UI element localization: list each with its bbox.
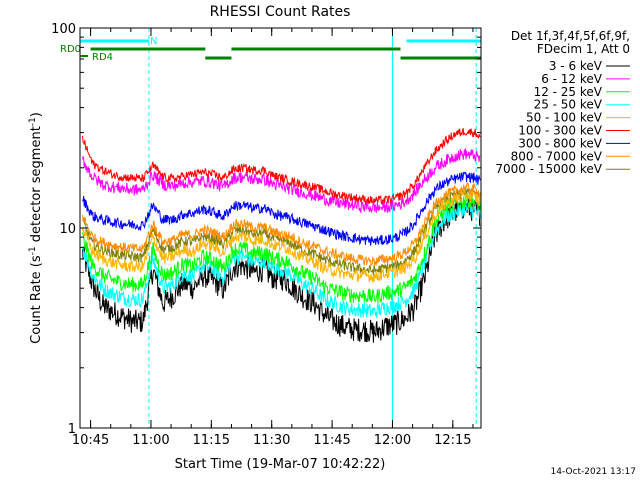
y-axis-label: Count Rate (s-1 detector segment-1) [28, 112, 44, 344]
x-tick-label-6: 12:15 [434, 433, 471, 448]
legend-header-line-1: Det 1f,3f,4f,5f,6f,9f, [511, 29, 630, 43]
legend: Det 1f,3f,4f,5f,6f,9f, FDecim 1, Att 0 3… [495, 29, 630, 176]
legend-entry-label-5: 100 - 300 keV [518, 124, 602, 138]
series-line-5 [82, 128, 481, 206]
legend-entry-label-6: 300 - 800 keV [518, 136, 602, 150]
series-lines [82, 128, 481, 343]
legend-entry-label-3: 25 - 50 keV [534, 98, 603, 112]
series-line-6 [82, 171, 481, 246]
x-tick-label-5: 12:00 [374, 433, 411, 448]
series-line-7 [82, 180, 481, 266]
x-tick-label-3: 11:30 [253, 433, 290, 448]
y-tick-label-0: 1 [68, 422, 76, 437]
flag-label-rd4: RD4 [92, 52, 113, 63]
series-line-4 [82, 188, 481, 283]
series-line-2 [82, 192, 481, 304]
y-tick-label-2: 100 [51, 22, 76, 37]
flag-label-n: N [150, 36, 157, 47]
x-axis-label: Start Time (19-Mar-07 10:42:22) [175, 457, 386, 472]
x-tick-label-4: 11:45 [313, 433, 350, 448]
x-axis-ticks: 10:45 11:00 11:15 11:30 11:45 12:00 12:15 [72, 28, 474, 448]
legend-entry-label-8: 7000 - 15000 keV [495, 162, 602, 176]
footer-timestamp: 14-Oct-2021 13:17 [551, 467, 636, 477]
series-line-3 [82, 202, 481, 319]
chart-title: RHESSI Count Rates [210, 4, 351, 20]
legend-entry-label-7: 800 - 7000 keV [511, 149, 603, 163]
flag-bars: N RD0 RD4 [60, 36, 481, 63]
legend-entry-label-0: 3 - 6 keV [549, 59, 603, 73]
x-tick-label-0: 10:45 [72, 433, 109, 448]
legend-entry-label-2: 12 - 25 keV [534, 85, 603, 99]
legend-header-line-2: FDecim 1, Att 0 [537, 42, 630, 56]
y-axis-ticks: 1 10 100 [51, 22, 481, 437]
x-tick-label-1: 11:00 [132, 433, 169, 448]
series-line-1 [82, 148, 481, 214]
legend-entry-label-1: 6 - 12 keV [541, 72, 603, 86]
flag-label-rd0: RD0 [60, 44, 81, 55]
y-tick-label-1: 10 [59, 222, 76, 237]
x-tick-label-2: 11:15 [193, 433, 230, 448]
legend-entry-label-4: 50 - 100 keV [526, 111, 603, 125]
